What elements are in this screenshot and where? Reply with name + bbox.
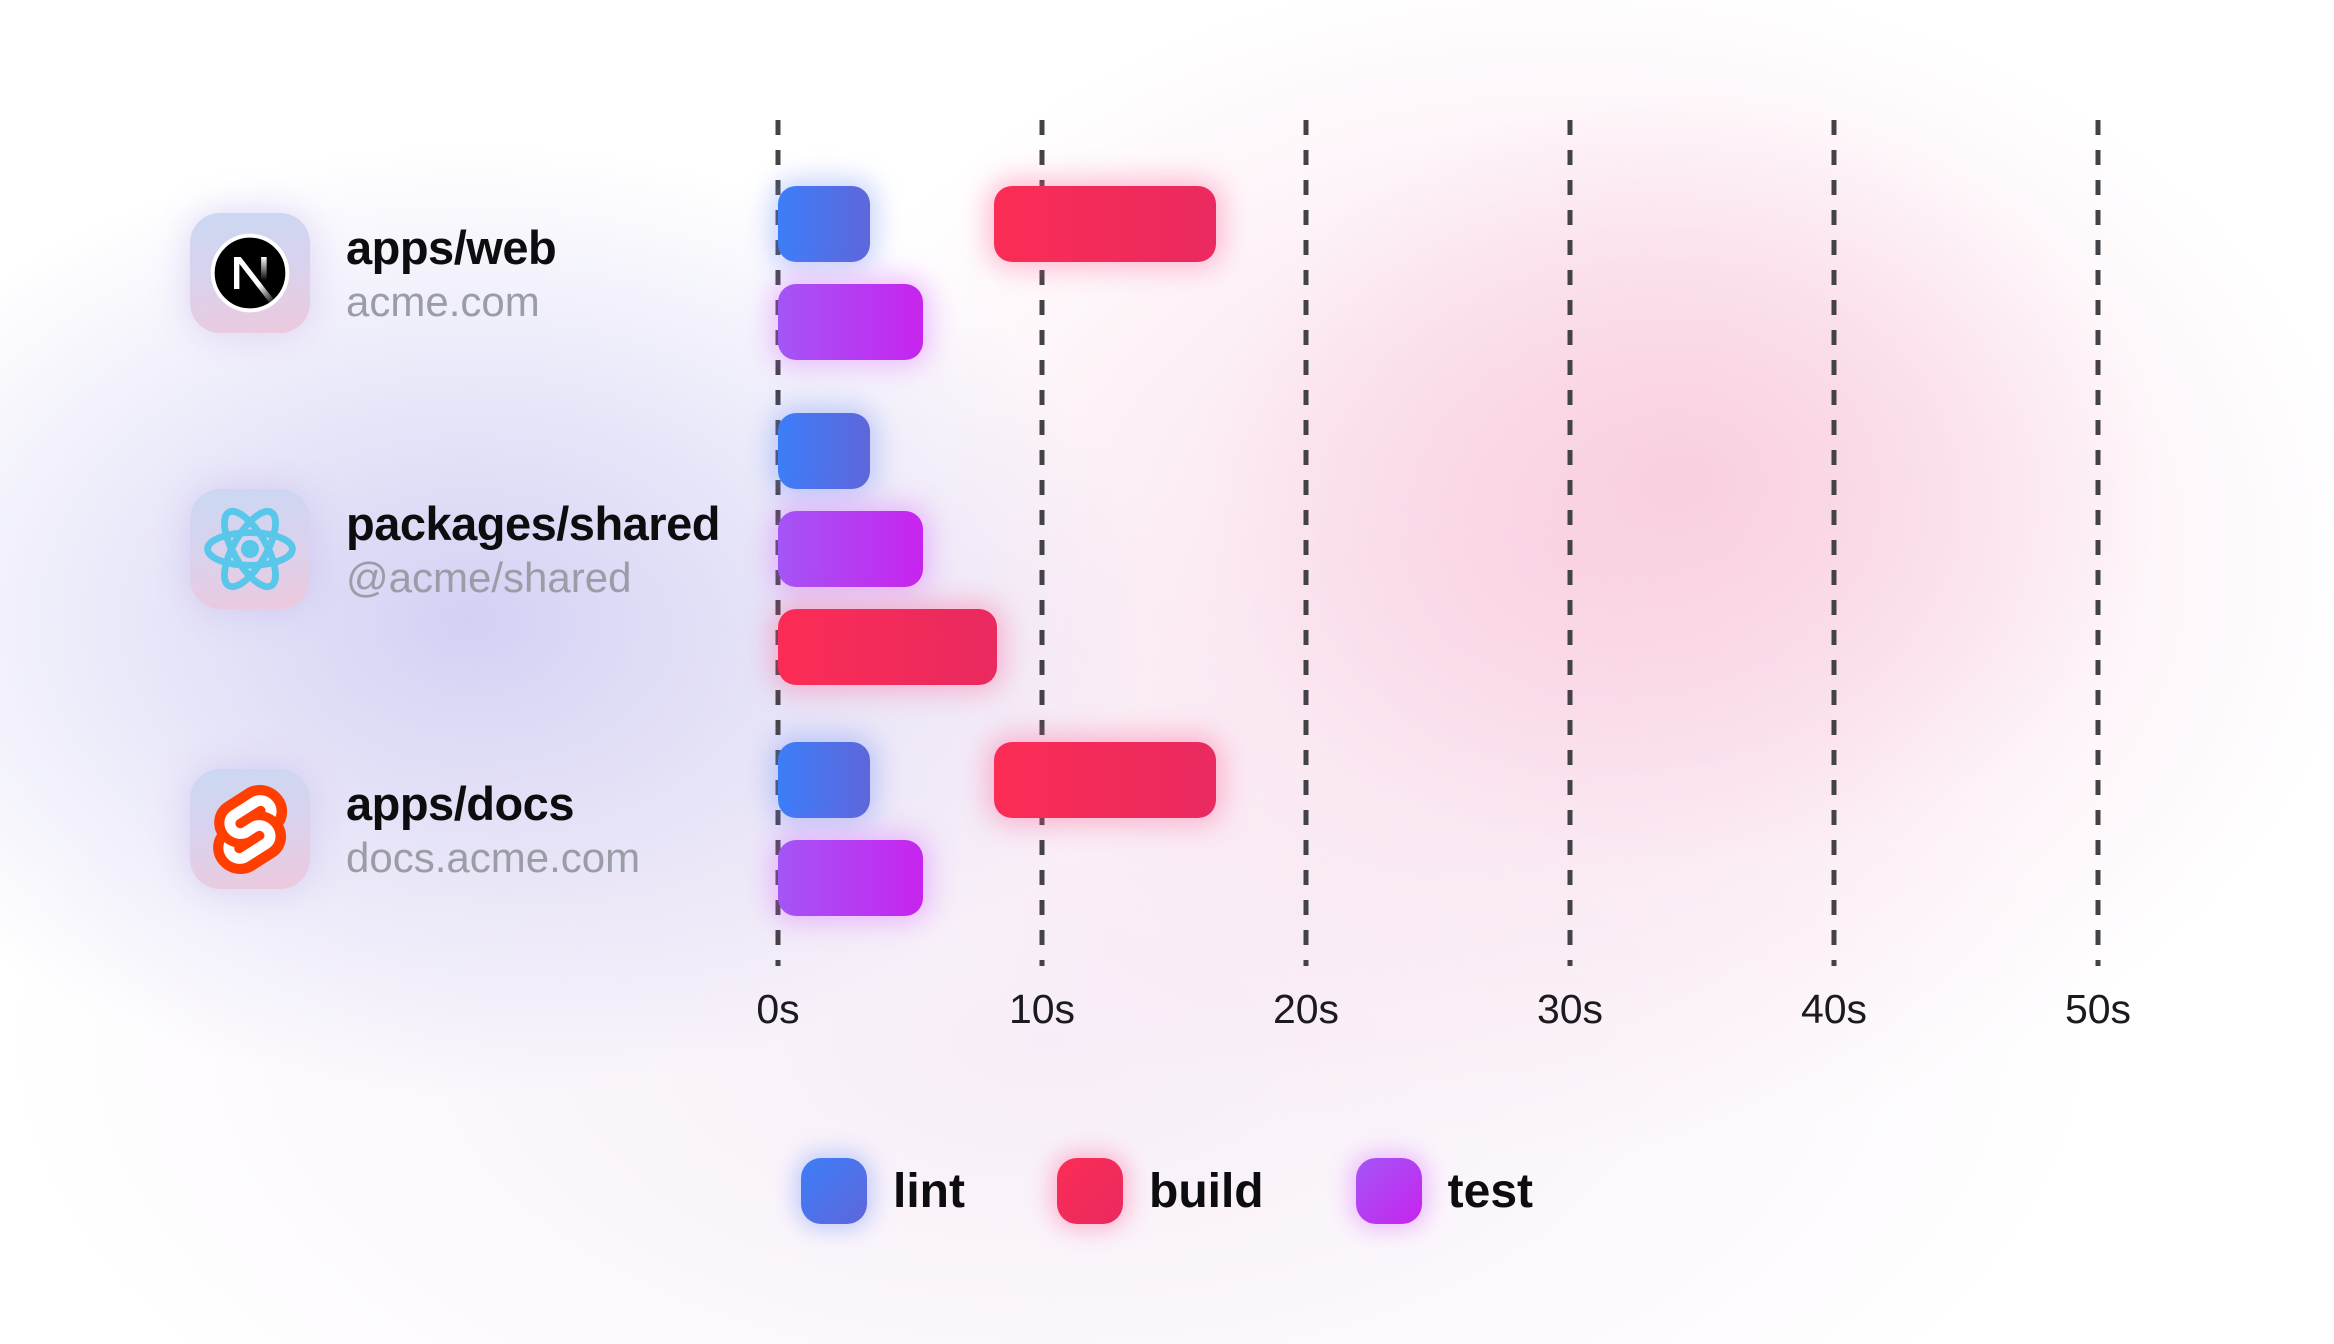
- legend-swatch-lint: [801, 1158, 868, 1224]
- legend-item-lint: lint: [801, 1158, 965, 1224]
- package-subtitle: docs.acme.com: [346, 834, 641, 881]
- test-bar: [778, 840, 924, 916]
- package-row-apps-web: apps/web acme.com: [190, 213, 557, 333]
- gridline-40s: [1831, 120, 1837, 966]
- package-subtitle: @acme/shared: [346, 554, 632, 601]
- legend-item-test: test: [1355, 1158, 1533, 1224]
- package-row-apps-docs: apps/docs docs.acme.com: [190, 769, 640, 889]
- package-icon-tile: [190, 213, 310, 333]
- test-bar: [778, 284, 924, 360]
- package-subtitle: acme.com: [346, 278, 540, 325]
- legend-item-build: build: [1056, 1158, 1264, 1224]
- gridline-10s: [1039, 120, 1045, 966]
- axis-tick-label: 0s: [756, 986, 800, 1032]
- build-bar: [994, 186, 1217, 262]
- legend-swatch-test: [1355, 1158, 1422, 1224]
- axis-tick-label: 10s: [1008, 986, 1076, 1032]
- package-name: packages/shared: [346, 497, 720, 550]
- package-row-packages-shared: packages/shared @acme/shared: [190, 489, 720, 609]
- gridline-20s: [1303, 120, 1309, 966]
- axis-tick-label: 40s: [1800, 986, 1868, 1032]
- gridline-30s: [1567, 120, 1573, 966]
- package-icon-tile: [190, 489, 310, 609]
- axis-tick-label: 30s: [1536, 986, 1604, 1032]
- legend: lint build test: [801, 1158, 1533, 1224]
- package-name: apps/web: [346, 221, 557, 274]
- legend-label: test: [1447, 1164, 1533, 1218]
- gridline-50s: [2095, 120, 2101, 966]
- package-texts: apps/web acme.com: [346, 219, 557, 327]
- build-bar: [778, 609, 998, 685]
- legend-label: lint: [893, 1164, 965, 1218]
- axis-tick-label: 20s: [1272, 986, 1340, 1032]
- package-texts: packages/shared @acme/shared: [346, 495, 720, 603]
- lint-bar: [778, 413, 871, 489]
- package-texts: apps/docs docs.acme.com: [346, 775, 640, 883]
- svelte-icon: [213, 784, 287, 874]
- test-bar: [778, 511, 924, 587]
- package-name: apps/docs: [346, 777, 574, 830]
- react-icon: [204, 507, 296, 591]
- axis-tick-label: 50s: [2064, 986, 2132, 1032]
- legend-label: build: [1148, 1164, 1264, 1218]
- legend-swatch-build: [1056, 1158, 1123, 1224]
- build-bar: [994, 742, 1217, 818]
- lint-bar: [778, 186, 871, 262]
- package-icon-tile: [190, 769, 310, 889]
- nextjs-icon: [210, 233, 290, 313]
- lint-bar: [778, 742, 871, 818]
